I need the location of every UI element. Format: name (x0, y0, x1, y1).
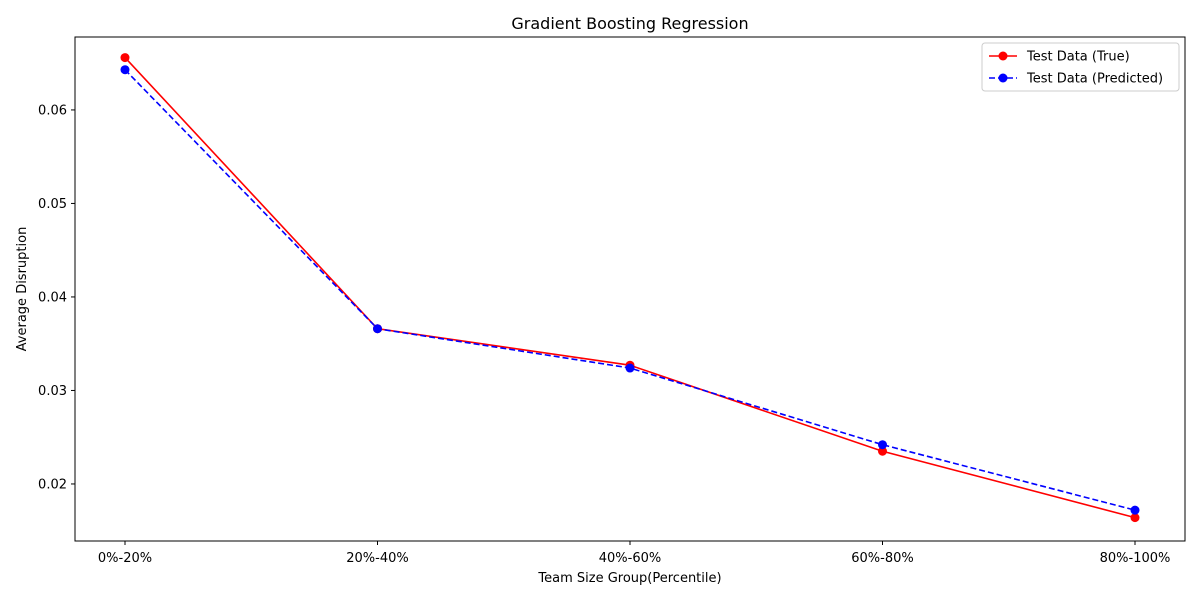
y-axis-ticks: 0.02 0.03 0.04 0.05 0.06 (38, 103, 75, 492)
data-point (878, 440, 887, 450)
data-point (120, 65, 130, 75)
data-point (1130, 513, 1140, 523)
legend-entries: Test Data (True) Test Data (Predicted) (989, 50, 1163, 87)
y-axis-label: Average Disruption (15, 227, 30, 352)
series-predicted (120, 65, 1140, 515)
legend-label: Test Data (True) (1026, 50, 1130, 65)
legend-marker (998, 73, 1008, 83)
legend-box (981, 42, 1180, 92)
y-tick-label: 0.04 (38, 290, 67, 305)
x-axis-label: Team Size Group(Percentile) (537, 571, 721, 586)
data-point (373, 324, 382, 334)
y-tick-label: 0.06 (38, 103, 67, 118)
data-point (625, 363, 635, 373)
y-tick-label: 0.05 (38, 197, 67, 212)
legend-label: Test Data (Predicted) (1026, 72, 1163, 87)
legend: Test Data (True) Test Data (Predicted) (981, 42, 1180, 92)
data-point (1130, 505, 1140, 515)
x-tick-label: 60%-80% (851, 551, 913, 566)
x-tick-label: 20%-40% (346, 551, 408, 566)
x-tick-label: 40%-60% (599, 551, 661, 566)
y-tick-label: 0.02 (38, 477, 67, 492)
data-point (878, 446, 887, 456)
plot-area (74, 36, 1186, 542)
chart-title: Gradient Boosting Regression (511, 14, 748, 33)
x-axis-ticks: 0%-20% 20%-40% 40%-60% 60%-80% 80%-100% (98, 541, 1170, 566)
legend-marker (998, 51, 1008, 61)
data-point (120, 53, 130, 63)
x-tick-label: 80%-100% (1100, 551, 1171, 566)
series-layer (120, 53, 1140, 523)
y-tick-label: 0.03 (38, 384, 67, 399)
x-tick-label: 0%-20% (98, 551, 152, 566)
